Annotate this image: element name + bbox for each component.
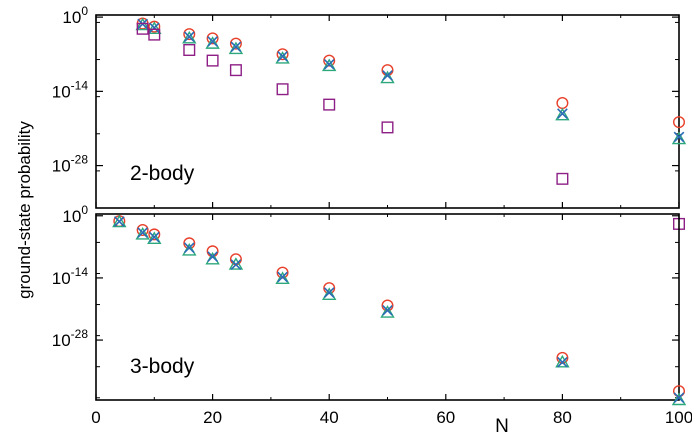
data-point-x: [673, 392, 685, 404]
data-point-triangle: [555, 354, 570, 368]
data-point-square: [229, 64, 242, 77]
y-tick-label: 10-14: [52, 78, 89, 101]
x-tick-label: 0: [91, 408, 100, 427]
y-axis-label: ground-state probability: [15, 121, 34, 299]
data-point-triangle: [321, 58, 337, 72]
data-point-x: [382, 304, 393, 316]
data-point-circle: [673, 385, 686, 398]
x-tick-label: 40: [320, 408, 339, 427]
y-tick-label: 100: [62, 203, 88, 226]
panel-label: 3-body: [130, 355, 195, 378]
data-point-x: [557, 108, 568, 119]
x-tick-label: 20: [203, 408, 222, 427]
y-tick-label: 100: [62, 4, 88, 27]
data-point-x: [113, 216, 125, 227]
data-point-circle: [148, 20, 161, 33]
data-point-circle: [183, 28, 196, 41]
data-point-triangle: [135, 17, 150, 31]
data-point-triangle: [112, 214, 127, 228]
data-point-circle: [673, 116, 686, 129]
data-point-circle: [206, 245, 219, 258]
data-point-triangle: [671, 131, 687, 145]
data-point-circle: [206, 32, 219, 45]
data-point-square: [183, 43, 196, 56]
x-axis-label: N: [495, 416, 509, 437]
data-point-x: [557, 356, 568, 368]
data-point-x: [673, 131, 685, 143]
y-tick-label: 10-28: [52, 327, 89, 350]
data-point-x: [207, 36, 218, 47]
data-point-triangle: [147, 21, 162, 34]
data-point-triangle: [275, 271, 290, 285]
data-point-triangle: [321, 287, 337, 300]
data-point-triangle: [671, 392, 687, 406]
data-point-x: [382, 70, 393, 81]
data-point-x: [230, 41, 242, 53]
data-point-x: [277, 271, 288, 283]
y-tick-label: 10-28: [52, 153, 89, 176]
data-point-x: [207, 251, 218, 262]
data-point-triangle: [228, 257, 244, 270]
data-point-x: [277, 50, 288, 62]
data-point-triangle: [182, 30, 197, 44]
data-point-square: [148, 28, 161, 41]
data-point-square: [206, 54, 219, 67]
data-point-square: [556, 172, 569, 185]
data-point-triangle: [147, 231, 162, 245]
x-tick-label: 60: [436, 408, 455, 427]
data-point-circle: [148, 228, 161, 241]
data-point-square: [323, 98, 336, 111]
x-tick-label: 100: [665, 408, 692, 427]
data-point-x: [137, 227, 149, 239]
data-point-x: [230, 259, 242, 270]
data-point-x: [183, 31, 195, 43]
data-point-circle: [229, 37, 242, 50]
panel-label: 2-body: [130, 162, 195, 185]
data-point-circle: [323, 54, 336, 67]
data-point-circle: [136, 223, 149, 236]
x-tick-label: 80: [553, 408, 572, 427]
data-point-triangle: [555, 107, 570, 121]
data-point-triangle: [228, 41, 244, 55]
data-point-square: [381, 121, 394, 134]
data-point-x: [148, 231, 160, 243]
data-point-circle: [276, 48, 289, 61]
data-point-triangle: [135, 227, 150, 240]
data-point-x: [148, 22, 160, 34]
y-tick-label: 10-14: [52, 265, 89, 288]
data-point-x: [183, 242, 195, 254]
data-point-x: [323, 58, 335, 70]
data-point-square: [276, 83, 289, 96]
data-point-x: [323, 287, 335, 298]
data-point-triangle: [380, 305, 395, 318]
data-point-square: [136, 22, 149, 35]
data-point-triangle: [275, 51, 290, 64]
data-point-triangle: [205, 36, 220, 49]
data-point-circle: [556, 97, 569, 110]
data-point-circle: [381, 64, 394, 77]
